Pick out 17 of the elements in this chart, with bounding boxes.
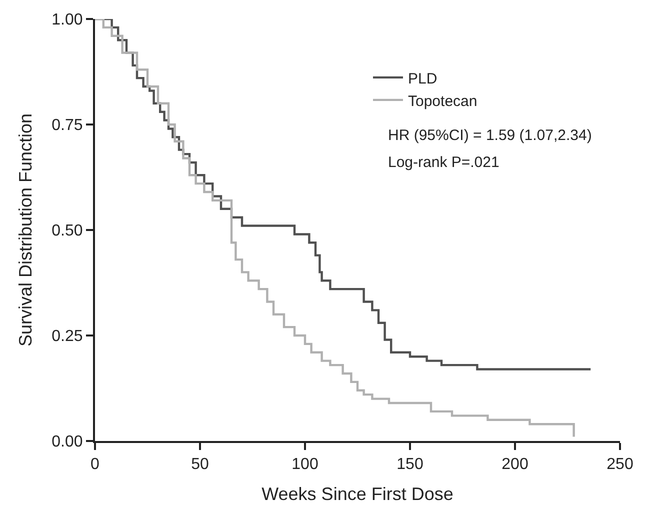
x-tick-label: 150 — [396, 456, 424, 474]
y-tick-label: 0.25 — [52, 328, 83, 346]
legend-label: Topotecan — [408, 92, 478, 110]
y-axis-title: Survival Distribution Function — [15, 113, 36, 347]
legend-label: PLD — [408, 70, 438, 88]
y-tick-label: 0.00 — [52, 434, 83, 451]
x-tick-label: 250 — [606, 456, 634, 474]
x-tick-label: 0 — [90, 456, 100, 474]
annotation: Log-rank P=.021 — [388, 154, 500, 171]
x-tick-label: 50 — [191, 456, 209, 474]
annotation: HR (95%CI) = 1.59 (1.07,2.34) — [388, 127, 592, 144]
x-tick-label: 100 — [292, 456, 318, 474]
y-tick-label: 1.00 — [52, 12, 83, 29]
y-tick-label: 0.50 — [52, 222, 83, 240]
y-tick-label: 0.75 — [52, 117, 83, 134]
x-tick-label: 200 — [502, 456, 528, 474]
x-axis-title: Weeks Since First Dose — [262, 484, 454, 504]
